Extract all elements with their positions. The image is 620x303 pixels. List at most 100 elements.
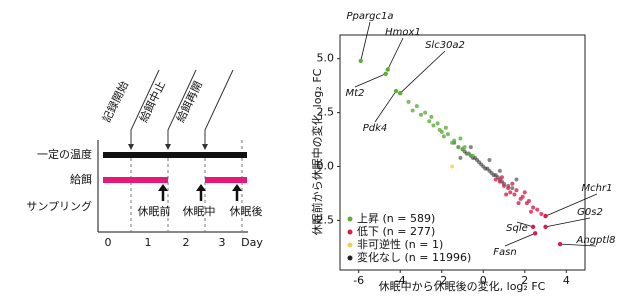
feeding-bar: [103, 177, 168, 183]
gene-label: Sqle: [506, 223, 528, 234]
data-point: [504, 192, 509, 197]
data-point: [410, 108, 415, 113]
data-point: [441, 134, 446, 139]
data-point: [443, 125, 448, 130]
data-point: [431, 123, 436, 128]
annotation-leader: [516, 221, 534, 228]
data-point: [445, 132, 450, 137]
data-point: [510, 181, 515, 186]
annotated-point: [393, 88, 399, 94]
x-axis-label: 休眠中から休眠後の変化, log₂ FC: [379, 279, 546, 293]
data-point: [458, 155, 463, 160]
data-point: [514, 177, 519, 182]
gene-label: Slc30a2: [425, 40, 465, 51]
annotation-leader: [545, 217, 591, 228]
day-label: 1: [145, 236, 152, 249]
y-tick-label: 2.5: [317, 106, 335, 119]
data-point: [487, 158, 492, 163]
data-point: [450, 164, 455, 169]
data-point: [493, 177, 498, 182]
gene-label: Mt2: [346, 88, 365, 99]
annotation-leader: [545, 193, 598, 217]
data-point: [470, 153, 475, 158]
sample-label: 休眠中: [183, 205, 216, 218]
legend-label: 低下 (n = 277): [357, 225, 435, 238]
annotated-point: [385, 67, 390, 72]
legend-marker: [347, 255, 353, 261]
legend-marker: [347, 229, 353, 235]
annotation-leader: [360, 21, 371, 61]
y-axis-label: 休眠前から休眠中の変化, log₂ FC: [310, 68, 324, 235]
data-point: [526, 199, 531, 204]
annotated-point: [557, 241, 563, 247]
data-point: [458, 136, 463, 141]
x-tick-label: 0: [480, 274, 487, 287]
y-tick-label: 5.0: [317, 52, 335, 65]
data-point: [502, 183, 507, 188]
day-label: 0: [105, 236, 112, 249]
day-label: 2: [183, 236, 190, 249]
temperature-bar: [103, 152, 247, 158]
x-tick-label: -6: [353, 274, 364, 287]
annotated-point: [532, 231, 538, 236]
timeline-diagram: 記録開始 給餌中止 給餌再開 一定の温度 給餌 サンプリング 休眠前 休眠中 休…: [26, 69, 263, 249]
data-point: [456, 145, 461, 150]
annotated-point: [543, 213, 548, 219]
x-tick-label: -2: [436, 274, 447, 287]
data-point: [499, 175, 504, 180]
annotated-point: [398, 91, 403, 96]
data-point: [418, 112, 423, 117]
data-point: [506, 186, 511, 191]
gene-label: Pdk4: [363, 123, 388, 134]
day-unit: Day: [241, 236, 263, 249]
data-point: [423, 110, 428, 115]
event-label: 記録開始: [99, 79, 131, 125]
data-point: [497, 168, 502, 173]
data-point: [516, 201, 521, 206]
data-point: [437, 127, 442, 132]
gene-label: Angptl8: [576, 235, 616, 246]
gene-label: Ppargc1a: [347, 11, 394, 22]
data-point: [529, 209, 534, 214]
y-tick-label: -2.5: [313, 213, 334, 226]
data-point: [466, 151, 471, 156]
sample-label: 休眠前: [138, 204, 171, 218]
sample-label: 休眠後: [230, 204, 263, 218]
event-arrowheads: [128, 144, 208, 150]
data-point: [435, 121, 440, 126]
data-point: [497, 179, 502, 184]
data-point: [514, 188, 519, 193]
data-point: [406, 99, 411, 104]
legend-marker: [347, 242, 353, 248]
data-point: [468, 145, 473, 150]
annotation-leader: [399, 50, 446, 94]
x-tick-label: -4: [395, 274, 406, 287]
annotation-leader: [387, 37, 404, 70]
legend-label: 変化なし (n = 11996): [357, 250, 471, 264]
gene-label: Fasn: [493, 247, 516, 258]
data-point: [452, 138, 457, 143]
x-tick-label: 4: [563, 274, 570, 287]
annotation-leader: [354, 73, 386, 88]
sampling-arrowheads: [158, 184, 242, 191]
annotated-point: [543, 224, 548, 230]
data-point: [531, 205, 536, 210]
x-tick-label: 2: [521, 274, 528, 287]
annotated-point: [358, 58, 363, 64]
event-markers: [130, 69, 234, 146]
data-point: [520, 194, 525, 199]
gene-label: Mchr1: [582, 183, 613, 194]
data-point: [535, 207, 540, 212]
data-point: [508, 190, 513, 195]
annotation-leader: [504, 232, 536, 247]
row-label: 一定の温度: [37, 147, 92, 161]
feeding-bar: [205, 177, 247, 183]
plot-frame: [339, 34, 586, 271]
row-label: 給餌: [70, 172, 92, 186]
y-tick-label: 0.0: [317, 160, 335, 173]
row-label: サンプリング: [26, 199, 92, 213]
data-point: [512, 192, 517, 197]
gene-label: Hmox1: [385, 27, 421, 38]
annotation-leader: [560, 243, 597, 247]
